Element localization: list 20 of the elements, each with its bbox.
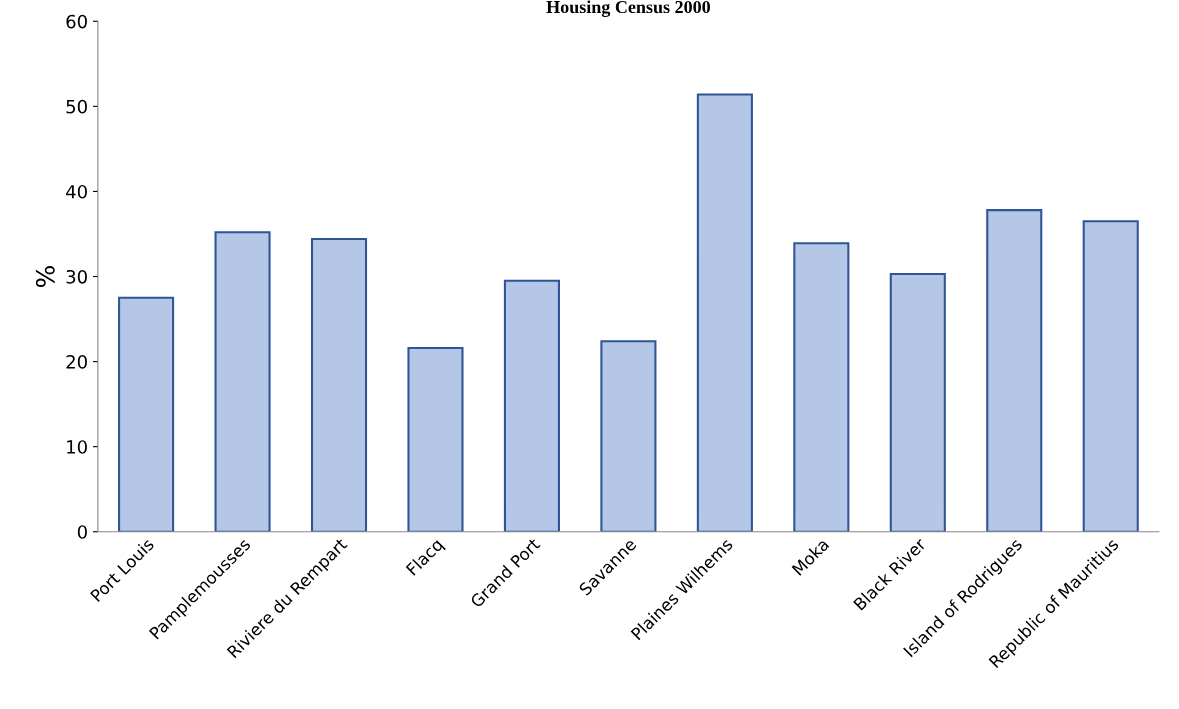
bar bbox=[600, 340, 657, 532]
bar bbox=[889, 272, 946, 532]
bar bbox=[793, 242, 850, 532]
bar bbox=[407, 346, 464, 532]
bar bbox=[310, 238, 368, 532]
y-tick-label: 30 bbox=[66, 269, 87, 284]
bar bbox=[503, 279, 560, 532]
bar bbox=[118, 296, 175, 532]
y-tick-label: 60 bbox=[66, 14, 87, 29]
bar bbox=[696, 93, 753, 532]
y-tick-label: 0 bbox=[77, 525, 87, 539]
y-tick-label: 20 bbox=[66, 355, 87, 369]
chart-title: Housing Census 2000 bbox=[546, 0, 710, 17]
y-axis-title: % bbox=[35, 266, 55, 288]
y-tick-label: 40 bbox=[66, 184, 87, 199]
bar bbox=[986, 209, 1043, 532]
bar bbox=[1082, 220, 1139, 532]
bar bbox=[214, 231, 271, 532]
y-tick-label: 50 bbox=[66, 99, 87, 114]
y-tick-label: 10 bbox=[67, 440, 87, 454]
